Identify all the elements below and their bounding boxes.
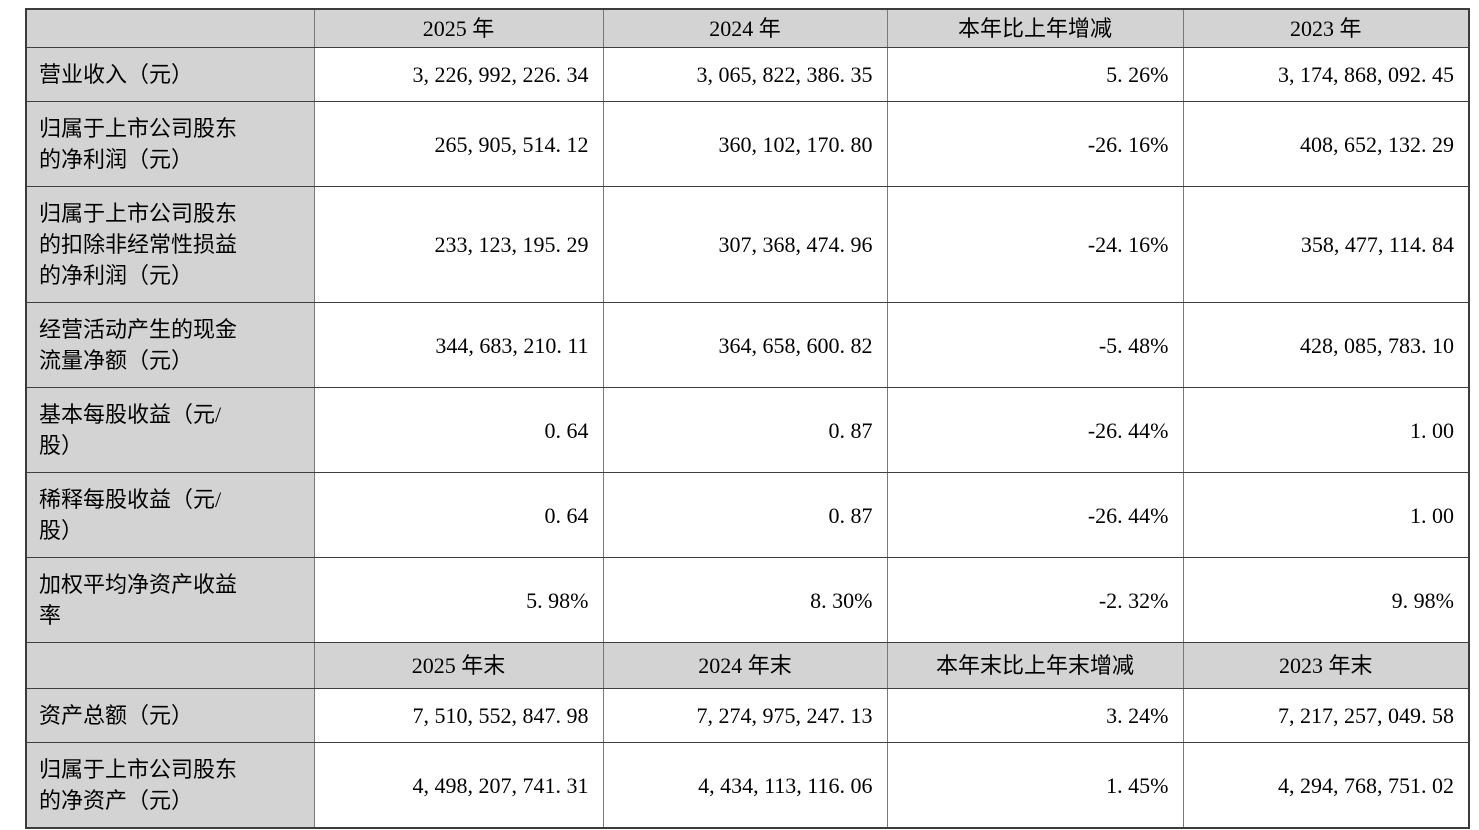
header-row-year-end: 2025 年末 2024 年末 本年末比上年末增减 2023 年末 [25, 642, 1470, 689]
table-row-total-assets: 资产总额（元） 7, 510, 552, 847. 98 7, 274, 975… [25, 688, 1470, 743]
header-2023-end: 2023 年末 [1182, 642, 1470, 689]
value-yoy-change: -24. 16% [886, 186, 1184, 303]
value-2025: 233, 123, 195. 29 [313, 186, 604, 303]
value-2024: 360, 102, 170. 80 [602, 101, 888, 187]
value-year-end-change: 1. 45% [886, 742, 1184, 829]
value-2024: 3, 065, 822, 386. 35 [602, 47, 888, 102]
value-2023: 9. 98% [1182, 557, 1470, 643]
table-row-net-profit-attributable: 归属于上市公司股东 的净利润（元） 265, 905, 514. 12 360,… [25, 101, 1470, 187]
row-label: 经营活动产生的现金 流量净额（元） [25, 302, 315, 388]
row-label: 营业收入（元） [25, 47, 315, 102]
value-2025-end: 4, 498, 207, 741. 31 [313, 742, 604, 829]
value-2025: 344, 683, 210. 11 [313, 302, 604, 388]
value-2025-end: 7, 510, 552, 847. 98 [313, 688, 604, 743]
value-2024: 0. 87 [602, 387, 888, 473]
value-2024: 8. 30% [602, 557, 888, 643]
financial-summary-table: 2025 年 2024 年 本年比上年增减 2023 年 营业收入（元） 3, … [25, 8, 1470, 829]
header-blank-cell [25, 642, 315, 689]
table-row-operating-revenue: 营业收入（元） 3, 226, 992, 226. 34 3, 065, 822… [25, 47, 1470, 102]
header-2024-end: 2024 年末 [602, 642, 888, 689]
row-label: 归属于上市公司股东 的净利润（元） [25, 101, 315, 187]
header-2024: 2024 年 [602, 8, 888, 48]
row-label: 基本每股收益（元/ 股） [25, 387, 315, 473]
value-yoy-change: 5. 26% [886, 47, 1184, 102]
row-label: 归属于上市公司股东 的净资产（元） [25, 742, 315, 829]
value-2024: 0. 87 [602, 472, 888, 558]
value-yoy-change: -26. 16% [886, 101, 1184, 187]
value-2025: 5. 98% [313, 557, 604, 643]
header-2025-end: 2025 年末 [313, 642, 604, 689]
value-yoy-change: -5. 48% [886, 302, 1184, 388]
value-2025: 3, 226, 992, 226. 34 [313, 47, 604, 102]
header-yoy-change: 本年比上年增减 [886, 8, 1184, 48]
value-yoy-change: -26. 44% [886, 387, 1184, 473]
row-label: 稀释每股收益（元/ 股） [25, 472, 315, 558]
table-row-weighted-avg-roe: 加权平均净资产收益 率 5. 98% 8. 30% -2. 32% 9. 98% [25, 557, 1470, 643]
value-2023-end: 4, 294, 768, 751. 02 [1182, 742, 1470, 829]
value-2025: 0. 64 [313, 387, 604, 473]
row-label: 归属于上市公司股东 的扣除非经常性损益 的净利润（元） [25, 186, 315, 303]
value-2025: 265, 905, 514. 12 [313, 101, 604, 187]
table-row-net-profit-excl-nonrecurring: 归属于上市公司股东 的扣除非经常性损益 的净利润（元） 233, 123, 19… [25, 186, 1470, 303]
header-2025: 2025 年 [313, 8, 604, 48]
value-2023: 428, 085, 783. 10 [1182, 302, 1470, 388]
value-2024: 307, 368, 474. 96 [602, 186, 888, 303]
table-row-diluted-eps: 稀释每股收益（元/ 股） 0. 64 0. 87 -26. 44% 1. 00 [25, 472, 1470, 558]
value-2023-end: 7, 217, 257, 049. 58 [1182, 688, 1470, 743]
header-year-end-change: 本年末比上年末增减 [886, 642, 1184, 689]
value-2023: 1. 00 [1182, 472, 1470, 558]
header-2023: 2023 年 [1182, 8, 1470, 48]
value-2024-end: 4, 434, 113, 116. 06 [602, 742, 888, 829]
row-label: 加权平均净资产收益 率 [25, 557, 315, 643]
header-row-annual: 2025 年 2024 年 本年比上年增减 2023 年 [25, 8, 1470, 48]
row-label: 资产总额（元） [25, 688, 315, 743]
header-blank-cell [25, 8, 315, 48]
value-2023: 3, 174, 868, 092. 45 [1182, 47, 1470, 102]
value-2024: 364, 658, 600. 82 [602, 302, 888, 388]
value-yoy-change: -2. 32% [886, 557, 1184, 643]
table-row-operating-cash-flow: 经营活动产生的现金 流量净额（元） 344, 683, 210. 11 364,… [25, 302, 1470, 388]
value-2023: 1. 00 [1182, 387, 1470, 473]
value-year-end-change: 3. 24% [886, 688, 1184, 743]
value-2025: 0. 64 [313, 472, 604, 558]
value-2023: 408, 652, 132. 29 [1182, 101, 1470, 187]
value-2024-end: 7, 274, 975, 247. 13 [602, 688, 888, 743]
value-yoy-change: -26. 44% [886, 472, 1184, 558]
value-2023: 358, 477, 114. 84 [1182, 186, 1470, 303]
table-row-net-assets-attributable: 归属于上市公司股东 的净资产（元） 4, 498, 207, 741. 31 4… [25, 742, 1470, 829]
table-row-basic-eps: 基本每股收益（元/ 股） 0. 64 0. 87 -26. 44% 1. 00 [25, 387, 1470, 473]
